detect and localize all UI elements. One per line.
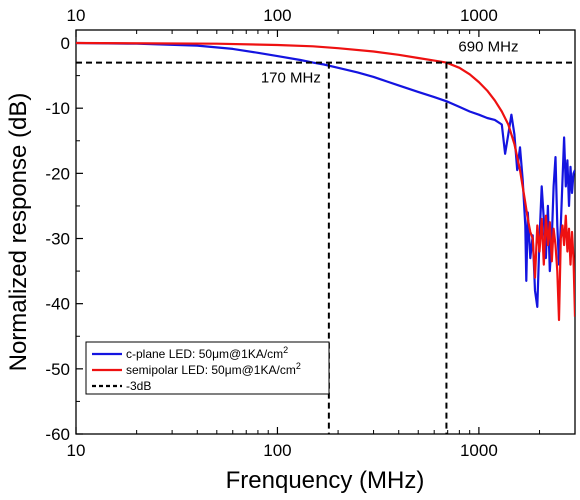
legend-entry-label: -3dB <box>126 379 151 393</box>
x-tick-label: 1000 <box>460 441 498 460</box>
x-tick-label: 100 <box>263 441 291 460</box>
x-tick-label: 10 <box>67 441 86 460</box>
cutoff-annotation: 170 MHz <box>261 70 321 87</box>
y-tick-label: -10 <box>45 99 70 118</box>
annotation-layer: 170 MHz 690 MHz <box>261 39 519 87</box>
legend-label-unit: μm@1KA/cm <box>212 347 283 361</box>
y-tick-label: -20 <box>45 164 70 183</box>
legend-entry-label: c-plane LED: 50μm@1KA/cm2 <box>126 345 288 361</box>
legend-label-unit: μm@1KA/cm <box>225 363 296 377</box>
legend-label-prefix: semipolar LED: 50 <box>126 363 225 377</box>
c-plane-series-line <box>76 41 575 308</box>
y-tick-label: -50 <box>45 360 70 379</box>
y-tick-label: -60 <box>45 425 70 444</box>
top-axis: 10 100 1000 <box>67 6 576 37</box>
legend-label-prefix: c-plane LED: 50 <box>126 347 212 361</box>
top-tick-label: 100 <box>263 6 291 25</box>
series-layer <box>76 41 575 322</box>
semipolar-series-line <box>76 41 575 322</box>
y-axis: 0 -10 -20 -30 -40 -50 -60 <box>45 34 83 444</box>
x-axis: 10 100 1000 <box>67 427 576 460</box>
legend-label-superscript: 2 <box>296 361 301 371</box>
legend-box <box>85 341 330 395</box>
legend-entry-label: semipolar LED: 50μm@1KA/cm2 <box>126 361 301 377</box>
top-tick-label: 1000 <box>460 6 498 25</box>
top-tick-label: 10 <box>67 6 86 25</box>
plot-frame <box>75 29 576 435</box>
x-axis-title: Frenquency (MHz) <box>226 467 425 494</box>
legend-label-superscript: 2 <box>283 345 288 355</box>
y-tick-label: 0 <box>61 34 70 53</box>
y-tick-label: -30 <box>45 230 70 249</box>
y-tick-label: -40 <box>45 295 70 314</box>
cutoff-annotation: 690 MHz <box>458 39 518 56</box>
guide-layer <box>327 62 448 434</box>
y-axis-title: Normalized response (dB) <box>5 93 32 372</box>
